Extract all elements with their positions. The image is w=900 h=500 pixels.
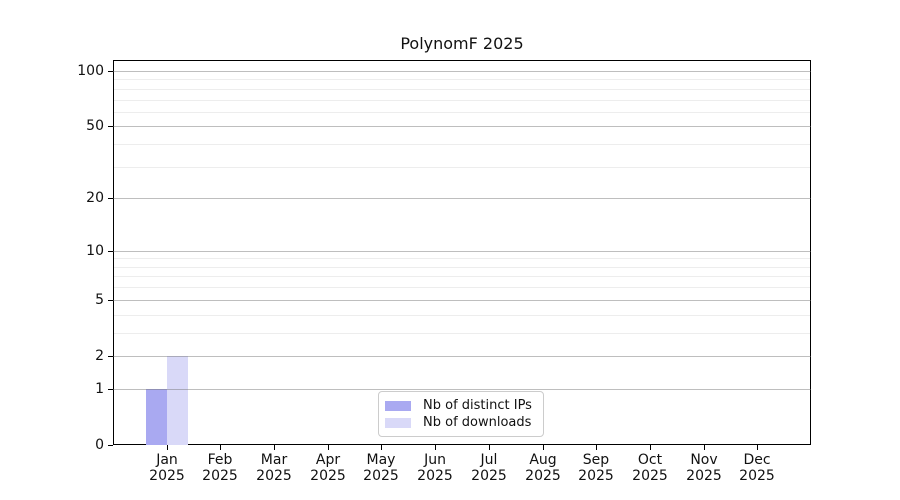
- y-tick-mark: [108, 445, 113, 446]
- y-tick-label: 10: [86, 243, 104, 259]
- legend-swatch-downloads: [385, 417, 411, 428]
- x-tick-label: Jul 2025: [471, 452, 507, 484]
- y-gridline-minor: [113, 267, 811, 268]
- x-tick-label: Oct 2025: [632, 452, 668, 484]
- y-tick-mark: [108, 251, 113, 252]
- y-tick-mark: [108, 198, 113, 199]
- y-gridline-minor: [113, 167, 811, 168]
- x-tick-mark: [757, 445, 758, 450]
- legend: Nb of distinct IPs Nb of downloads: [378, 391, 544, 437]
- plot-area: [113, 60, 811, 445]
- y-tick-label: 50: [86, 118, 104, 134]
- x-tick-mark: [650, 445, 651, 450]
- y-gridline-minor: [113, 258, 811, 259]
- y-gridline-minor: [113, 89, 811, 90]
- x-tick-label: Mar 2025: [256, 452, 292, 484]
- chart-title: PolynomF 2025: [400, 34, 524, 53]
- x-tick-label: Feb 2025: [202, 452, 238, 484]
- y-gridline-minor: [113, 315, 811, 316]
- x-tick-label: Jun 2025: [417, 452, 453, 484]
- y-tick-mark: [108, 389, 113, 390]
- x-tick-label: Nov 2025: [686, 452, 722, 484]
- y-tick-label: 100: [77, 63, 104, 79]
- x-tick-mark: [596, 445, 597, 450]
- y-gridline-minor: [113, 276, 811, 277]
- x-tick-mark: [167, 445, 168, 450]
- y-gridline-major: [113, 198, 811, 199]
- y-gridline-major: [113, 71, 811, 72]
- y-gridline-major: [113, 356, 811, 357]
- y-tick-mark: [108, 126, 113, 127]
- x-tick-mark: [704, 445, 705, 450]
- y-gridline-minor: [113, 100, 811, 101]
- y-tick-mark: [108, 356, 113, 357]
- bar-downloads: [167, 356, 188, 445]
- x-tick-mark: [328, 445, 329, 450]
- y-tick-label: 5: [95, 292, 104, 308]
- bar-distinct-ips: [146, 389, 167, 445]
- legend-swatch-distinct-ips: [385, 400, 411, 411]
- y-tick-label: 1: [95, 381, 104, 397]
- y-tick-label: 20: [86, 190, 104, 206]
- x-tick-mark: [435, 445, 436, 450]
- y-gridline-minor: [113, 144, 811, 145]
- y-gridline-minor: [113, 287, 811, 288]
- x-tick-label: May 2025: [363, 452, 399, 484]
- x-tick-mark: [543, 445, 544, 450]
- y-tick-label: 0: [95, 437, 104, 453]
- y-gridline-major: [113, 126, 811, 127]
- y-tick-label: 2: [95, 348, 104, 364]
- legend-item-downloads: Nb of downloads: [385, 415, 534, 431]
- x-tick-mark: [220, 445, 221, 450]
- legend-label-distinct-ips: Nb of distinct IPs: [423, 398, 532, 413]
- legend-label-downloads: Nb of downloads: [423, 415, 532, 430]
- x-tick-label: Aug 2025: [525, 452, 561, 484]
- x-tick-label: Sep 2025: [578, 452, 614, 484]
- y-gridline-major: [113, 251, 811, 252]
- y-gridline-minor: [113, 79, 811, 80]
- y-gridline-minor: [113, 112, 811, 113]
- y-tick-mark: [108, 300, 113, 301]
- x-tick-label: Apr 2025: [310, 452, 346, 484]
- y-gridline-minor: [113, 333, 811, 334]
- y-gridline-major: [113, 300, 811, 301]
- legend-item-distinct-ips: Nb of distinct IPs: [385, 398, 534, 414]
- x-tick-label: Jan 2025: [149, 452, 185, 484]
- y-tick-mark: [108, 71, 113, 72]
- x-tick-mark: [274, 445, 275, 450]
- x-tick-mark: [489, 445, 490, 450]
- x-tick-mark: [381, 445, 382, 450]
- x-tick-label: Dec 2025: [739, 452, 775, 484]
- y-gridline-major: [113, 389, 811, 390]
